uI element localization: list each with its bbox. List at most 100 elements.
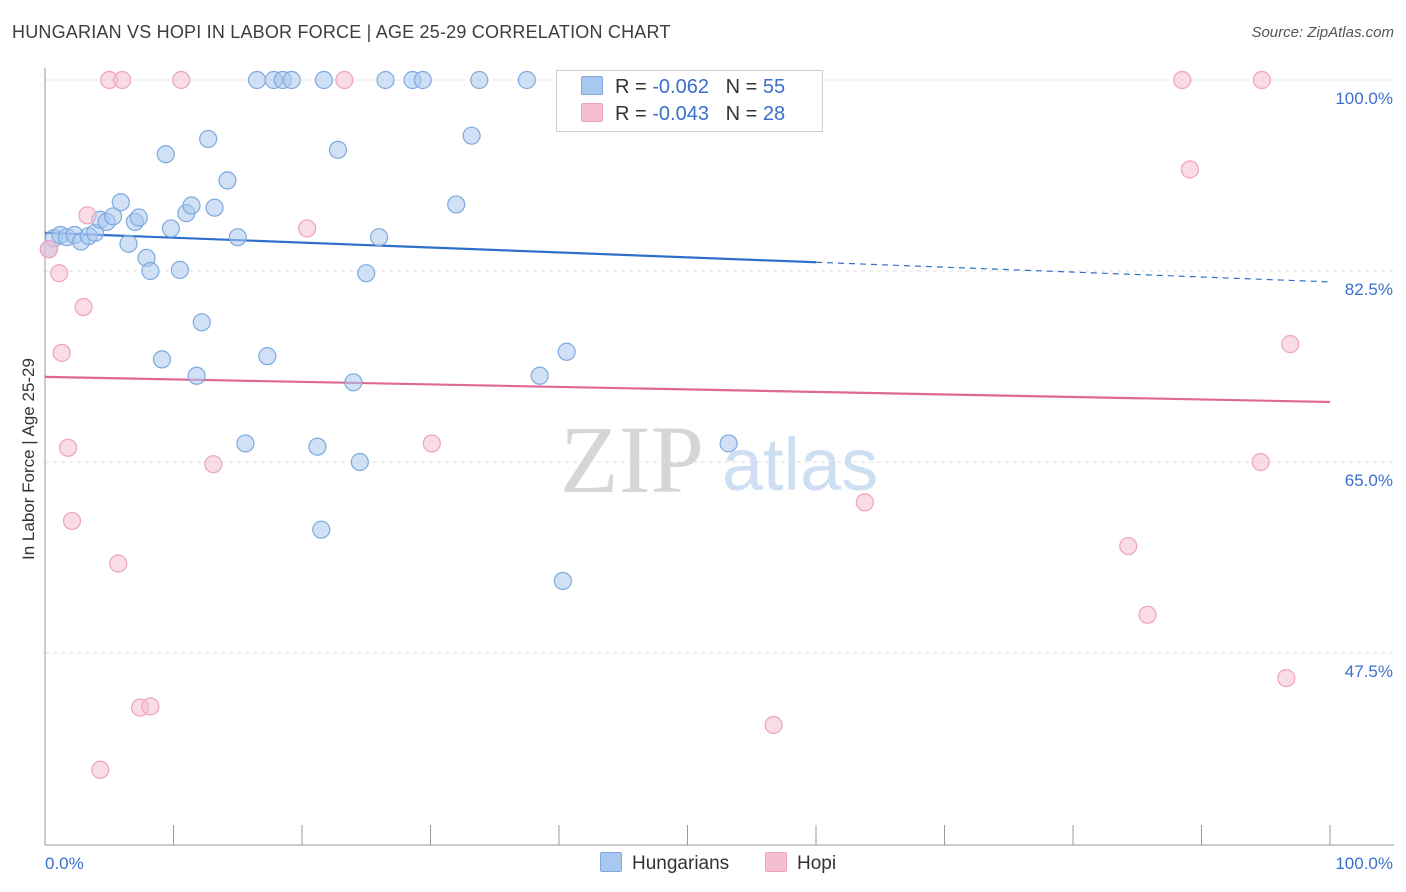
- hungarians-point-49: [517, 70, 536, 90]
- hopi-point-20: [1119, 536, 1138, 556]
- hungarians-point-24: [192, 313, 211, 332]
- y-tick-label-3: 100.0%: [1335, 89, 1393, 108]
- hopi-point-2: [52, 343, 71, 362]
- hungarians-point-48: [470, 70, 489, 90]
- hopi-point-19: [855, 493, 874, 512]
- hopi-point-26: [1277, 669, 1296, 688]
- hopi-point-0: [39, 240, 58, 259]
- hungarians-point-18: [156, 145, 175, 164]
- axes: [44, 68, 1394, 846]
- stats-legend-row-hungarians: R = -0.062 N = 55: [581, 76, 785, 99]
- hungarians-point-25: [199, 129, 218, 149]
- hungarians-point-52: [557, 342, 576, 361]
- hopi-point-17: [422, 434, 441, 453]
- x-tick-label-1: 100.0%: [1335, 854, 1393, 873]
- hopi-point-25: [1252, 70, 1271, 90]
- hungarians-point-11: [111, 193, 130, 212]
- trend-line-hungarians-projection: [815, 261, 1331, 283]
- hopi-point-9: [109, 554, 128, 573]
- hopi-n-label: N =: [725, 103, 758, 125]
- trend-line-hopi: [44, 375, 1331, 404]
- hungarians-point-43: [376, 70, 395, 90]
- hungarians-point-34: [282, 70, 301, 90]
- legend-hungarians-label: Hungarians: [632, 853, 730, 874]
- hopi-point-5: [74, 297, 93, 317]
- trend-line-hungarians: [44, 231, 817, 264]
- hopi-point-18: [764, 715, 783, 735]
- hungarians-point-36: [312, 520, 331, 539]
- tick-labels: 47.5% 65.0% 82.5% 100.0% 0.0% 100.0%: [45, 89, 1393, 873]
- hopi-point-21: [1138, 605, 1157, 624]
- hopi-point-12: [141, 697, 160, 716]
- hungarians-point-45: [413, 70, 432, 90]
- hopi-point-10: [112, 70, 132, 90]
- hungarians-point-51: [553, 571, 572, 591]
- hungarians-point-54: [719, 434, 738, 453]
- hungarians-point-10: [104, 207, 123, 226]
- hungarians-point-12: [119, 234, 138, 253]
- hungarians-point-46: [447, 195, 466, 214]
- chart-title: HUNGARIAN VS HOPI IN LABOR FORCE | AGE 2…: [12, 22, 671, 42]
- hopi-point-3: [59, 438, 78, 457]
- y-tick-label-1: 65.0%: [1345, 471, 1393, 490]
- hungarians-point-19: [161, 219, 181, 238]
- hopi-point-27: [1281, 335, 1300, 354]
- hungarians-point-38: [328, 140, 348, 159]
- hopi-n-value: 28: [762, 103, 786, 125]
- legend-hungarians[interactable]: Hungarians: [600, 852, 729, 875]
- legend-hopi-label: Hopi: [797, 853, 837, 874]
- watermark-atlas: atlas: [722, 423, 878, 506]
- legend-hungarians-swatch: [600, 852, 622, 872]
- hopi-point-6: [78, 206, 97, 225]
- hungarians-point-29: [236, 434, 255, 453]
- hungarians-point-41: [357, 264, 376, 283]
- hungarians-point-42: [370, 228, 389, 247]
- hopi-point-16: [335, 70, 354, 90]
- hopi-point-13: [172, 70, 191, 90]
- trend-lines: [44, 231, 1331, 404]
- hopi-point-23: [1180, 160, 1200, 179]
- hungarians-point-39: [344, 373, 363, 392]
- hopi-point-7: [91, 760, 110, 779]
- hungarians-point-20: [170, 260, 190, 280]
- y-tick-label-0: 47.5%: [1345, 662, 1393, 681]
- hopi-r-label: R =: [615, 103, 647, 125]
- hungarians-point-28: [228, 228, 247, 247]
- y-axis-label: In Labor Force | Age 25-29: [19, 358, 38, 560]
- hungarians-point-23: [187, 366, 206, 385]
- hungarians-point-30: [247, 70, 267, 90]
- hungarians-swatch: [581, 76, 603, 95]
- hungarians-point-35: [308, 437, 327, 456]
- hungarians-n-value: 55: [762, 76, 786, 98]
- hungarians-point-27: [218, 171, 237, 190]
- data-points: [39, 70, 1300, 779]
- hungarians-point-16: [141, 261, 160, 281]
- hungarians-r-label: R =: [615, 76, 647, 98]
- hungarians-point-50: [530, 366, 549, 385]
- hopi-point-15: [298, 219, 317, 238]
- hungarians-point-37: [314, 70, 333, 90]
- hopi-point-24: [1251, 452, 1270, 472]
- hopi-r-value: -0.043: [652, 103, 709, 125]
- hungarians-point-31: [258, 347, 277, 366]
- hopi-point-14: [204, 455, 223, 474]
- hopi-point-1: [50, 264, 69, 283]
- hungarians-point-40: [350, 452, 369, 472]
- stats-legend-row-hopi: R = -0.043 N = 28: [581, 103, 785, 126]
- x-tick-label-0: 0.0%: [45, 854, 84, 873]
- hungarians-r-value: -0.062: [652, 76, 709, 98]
- watermark: ZIP atlas: [560, 406, 878, 513]
- hungarians-point-17: [152, 350, 172, 369]
- chart-source: Source: ZipAtlas.com: [1251, 24, 1394, 41]
- hungarians-n-label: N =: [725, 76, 758, 98]
- hungarians-point-22: [182, 196, 201, 215]
- hopi-swatch: [581, 103, 603, 122]
- hungarians-point-47: [462, 126, 481, 145]
- hungarians-point-26: [205, 198, 224, 217]
- hopi-point-22: [1173, 70, 1192, 90]
- legend-hopi[interactable]: Hopi: [765, 852, 836, 875]
- stats-legend: R = -0.062 N = 55 R = -0.043 N = 28: [556, 70, 823, 132]
- y-tick-label-2: 82.5%: [1345, 280, 1393, 299]
- hungarians-point-14: [129, 208, 148, 227]
